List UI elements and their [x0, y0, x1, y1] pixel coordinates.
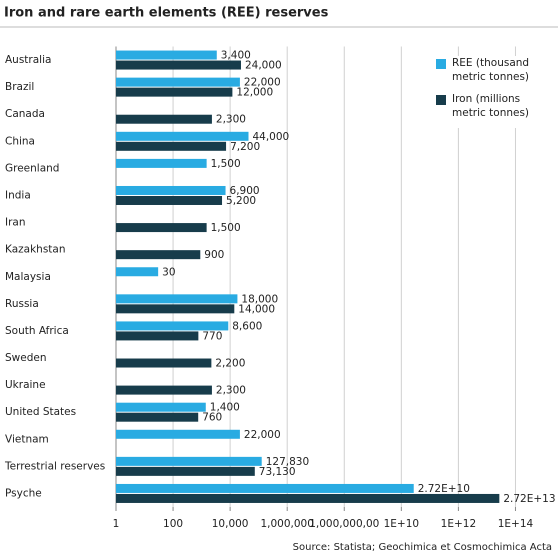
bar: [116, 466, 255, 476]
legend-swatch: [436, 59, 446, 69]
y-tick-label: Russia: [5, 298, 39, 310]
bar: [116, 456, 262, 466]
x-tick-label: 1: [113, 518, 120, 530]
bar: [116, 304, 235, 314]
legend-item: REE (thousand metric tonnes): [436, 56, 552, 84]
y-tick-label: Canada: [5, 108, 45, 120]
y-tick-label: Vietnam: [5, 433, 49, 445]
value-label: 2,200: [215, 358, 245, 370]
value-label: 24,000: [245, 60, 282, 72]
bar: [116, 50, 217, 60]
value-label: 7,200: [230, 141, 260, 153]
bar: [116, 250, 201, 260]
value-label: 30: [162, 266, 175, 278]
value-label: 22,000: [244, 429, 281, 441]
value-label: 127,830: [266, 456, 309, 468]
value-label: 22,000: [244, 77, 281, 89]
x-tick-label: 100: [163, 518, 183, 530]
value-label: 8,600: [232, 320, 262, 332]
legend-swatch: [436, 95, 446, 105]
bar: [116, 223, 207, 233]
value-label: 1,400: [210, 402, 240, 414]
value-label: 2,300: [216, 385, 246, 397]
value-label: 2,300: [216, 114, 246, 126]
legend-label: Iron (millions metric tonnes): [452, 93, 530, 119]
bar: [116, 195, 223, 205]
x-tick-label: 1,000,000: [260, 518, 313, 530]
legend-item: Iron (millions metric tonnes): [436, 92, 552, 120]
value-label: 14,000: [238, 303, 275, 315]
bar: [116, 131, 249, 141]
bar: [116, 358, 212, 368]
bar: [116, 267, 159, 277]
y-tick-label: Psyche: [5, 487, 42, 499]
bar: [116, 483, 414, 493]
value-label: 5,200: [226, 195, 256, 207]
y-tick-label: Greenland: [5, 162, 59, 174]
legend: REE (thousand metric tonnes) Iron (millio…: [436, 56, 552, 128]
x-tick-label: 1E+14: [498, 518, 534, 530]
y-tick-label: India: [5, 189, 31, 201]
chart-title: Iron and rare earth elements (REE) reser…: [4, 6, 329, 21]
value-label: 73,130: [259, 466, 296, 478]
y-tick-label: Australia: [5, 54, 51, 66]
x-tick-label: 1,000,000,00: [309, 518, 379, 530]
x-tick-label: 1E+12: [441, 518, 476, 530]
bar: [116, 412, 199, 422]
source: Source: Statista; Geochimica et Cosmochi…: [293, 542, 552, 553]
bar: [116, 87, 233, 97]
y-tick-label: South Africa: [5, 325, 69, 337]
bar: [116, 331, 199, 341]
bar: [116, 321, 229, 331]
bar: [116, 402, 206, 412]
y-tick-label: China: [5, 135, 35, 147]
x-tick-label: 10,000: [212, 518, 249, 530]
bar: [116, 385, 212, 395]
y-tick-label: Terrestrial reserves: [4, 460, 105, 472]
value-label: 44,000: [252, 131, 289, 143]
bar: [116, 429, 240, 439]
y-tick-label: United States: [5, 406, 76, 418]
y-tick-label: Ukraine: [5, 379, 46, 391]
value-label: 760: [202, 412, 222, 424]
bar: [116, 158, 207, 168]
value-label: 1,500: [211, 158, 241, 170]
bar: [116, 493, 500, 503]
value-label: 18,000: [241, 293, 278, 305]
x-tick-label: 1E+10: [384, 518, 419, 530]
y-tick-label: Iran: [5, 217, 26, 229]
bar: [116, 294, 238, 304]
value-label: 770: [202, 330, 222, 342]
y-tick-label: Malaysia: [5, 271, 51, 283]
value-label: 6,900: [230, 185, 260, 197]
value-label: 2.72E+10: [418, 483, 470, 495]
y-tick-label: Kazakhstan: [5, 244, 66, 256]
legend-label: REE (thousand metric tonnes): [452, 57, 530, 83]
bar: [116, 114, 212, 124]
value-label: 3,400: [221, 50, 251, 62]
y-tick-label: Sweden: [5, 352, 47, 364]
bar: [116, 185, 226, 195]
value-label: 1,500: [211, 222, 241, 234]
bar: [116, 141, 227, 151]
value-label: 900: [204, 249, 224, 261]
value-label: 2.72E+13: [503, 493, 555, 505]
bar: [116, 77, 240, 87]
y-tick-label: Brazil: [5, 81, 34, 93]
value-label: 12,000: [236, 87, 273, 99]
bar: [116, 60, 241, 70]
